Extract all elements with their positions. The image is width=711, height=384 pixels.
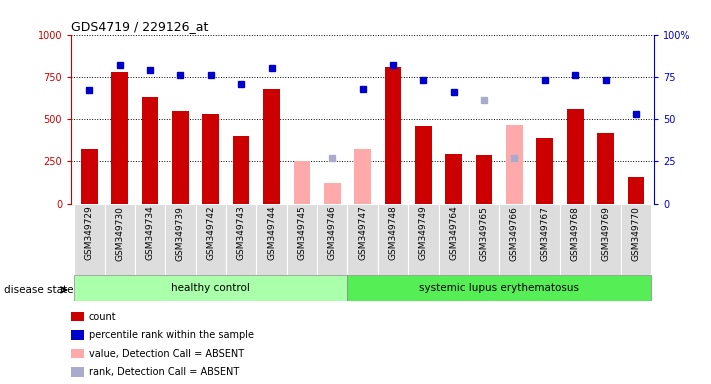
Bar [506,125,523,204]
Text: GSM349768: GSM349768 [571,206,579,260]
Bar [135,204,165,275]
Bar [439,204,469,275]
Bar [203,114,219,204]
Bar [317,204,348,275]
Text: GDS4719 / 229126_at: GDS4719 / 229126_at [71,20,208,33]
Text: GSM349748: GSM349748 [388,206,397,260]
Bar [445,154,462,204]
Bar [567,109,584,204]
Bar [263,89,280,204]
Bar [621,204,651,275]
Text: count: count [89,312,117,322]
Bar [287,204,317,275]
Text: GSM349747: GSM349747 [358,206,367,260]
Text: GSM349745: GSM349745 [297,206,306,260]
Text: GSM349739: GSM349739 [176,206,185,260]
Bar [476,156,493,204]
Bar [499,204,530,275]
Text: GSM349730: GSM349730 [115,206,124,260]
Bar [294,161,310,204]
Bar [537,137,553,204]
Bar [172,111,188,204]
Bar [141,97,159,204]
Bar [385,67,401,204]
Text: GSM349749: GSM349749 [419,206,428,260]
Text: GSM349743: GSM349743 [237,206,245,260]
Bar [81,149,97,204]
Text: GSM349766: GSM349766 [510,206,519,260]
Text: GSM349765: GSM349765 [480,206,488,260]
Bar [597,132,614,204]
Text: GSM349764: GSM349764 [449,206,458,260]
Text: GSM349729: GSM349729 [85,206,94,260]
Text: GSM349767: GSM349767 [540,206,550,260]
Bar [560,204,590,275]
Bar [232,136,250,204]
Bar [324,183,341,204]
Bar [348,275,651,301]
Bar [165,204,196,275]
Bar [226,204,257,275]
Bar [348,204,378,275]
Bar [469,204,499,275]
Text: GSM349770: GSM349770 [631,206,641,260]
Bar [378,204,408,275]
Bar [196,204,226,275]
Text: percentile rank within the sample: percentile rank within the sample [89,330,254,340]
Bar [74,275,348,301]
Bar [415,126,432,204]
Bar [74,204,105,275]
Bar [105,204,135,275]
Bar [628,177,644,204]
Text: GSM349746: GSM349746 [328,206,337,260]
Text: value, Detection Call = ABSENT: value, Detection Call = ABSENT [89,349,244,359]
Bar [257,204,287,275]
Text: disease state: disease state [4,285,73,295]
Text: systemic lupus erythematosus: systemic lupus erythematosus [419,283,579,293]
Text: GSM349769: GSM349769 [601,206,610,260]
Bar [354,149,371,204]
Text: healthy control: healthy control [171,283,250,293]
Bar [530,204,560,275]
Bar [590,204,621,275]
Text: GSM349742: GSM349742 [206,206,215,260]
Text: rank, Detection Call = ABSENT: rank, Detection Call = ABSENT [89,367,239,377]
Text: GSM349734: GSM349734 [146,206,154,260]
Text: GSM349744: GSM349744 [267,206,276,260]
Bar [112,72,128,204]
Bar [408,204,439,275]
